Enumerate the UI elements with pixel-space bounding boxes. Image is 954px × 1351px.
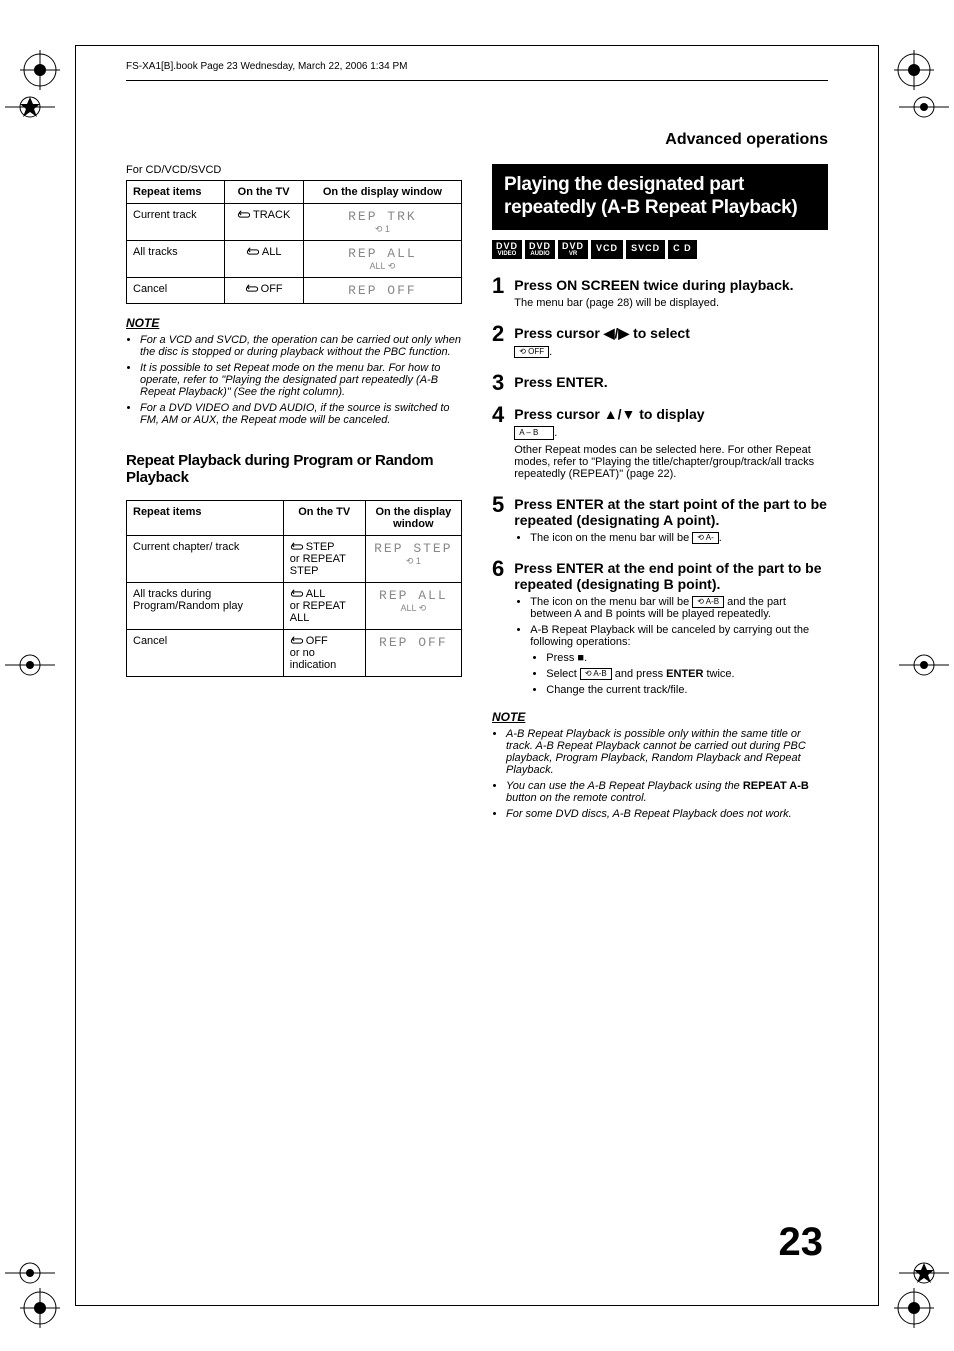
a-pill: ⟲ A- <box>692 532 718 544</box>
section-title: Advanced operations <box>126 131 828 149</box>
columns: For CD/VCD/SVCD Repeat items On the TV O… <box>126 164 828 824</box>
table1: Repeat items On the TV On the display wi… <box>126 180 462 304</box>
step-6-b2-i1: Press ■. <box>546 652 828 664</box>
t2-r2c1: All tracks during Program/Random play <box>127 583 284 630</box>
badge-vcd: VCD <box>591 240 623 259</box>
t1-r3c1: Cancel <box>127 278 225 304</box>
step-4-rect-line: A – B. <box>514 426 828 440</box>
badge-cd: C D <box>668 240 697 259</box>
badge-dvd-vr: DVDVR <box>558 240 588 259</box>
reg-mark-mid-r <box>899 650 949 683</box>
t2-r3c1: Cancel <box>127 630 284 677</box>
step-5-b1: The icon on the menu bar will be ⟲ A-. <box>530 532 828 544</box>
t2-r2c2: ALLor REPEAT ALL <box>283 583 365 630</box>
reg-mark-br <box>899 1258 949 1291</box>
book-header: FS-XA1[B].book Page 23 Wednesday, March … <box>126 61 828 81</box>
reg-mark-right2 <box>899 92 949 125</box>
step-5-title: Press ENTER at the start point of the pa… <box>514 496 828 528</box>
t1-r1c3: REP TRK⟲ 1 <box>303 204 461 241</box>
reg-mark-bl <box>5 1258 55 1291</box>
page-number: 23 <box>779 1220 824 1265</box>
table2: Repeat items On the TV On the display wi… <box>126 500 462 677</box>
step-6: 6 Press ENTER at the end point of the pa… <box>492 558 828 700</box>
format-badges: DVDVIDEO DVDAUDIO DVDVR VCD SVCD C D <box>492 240 828 259</box>
step-6-b2-i2: Select ⟲ A-B and press ENTER twice. <box>546 668 828 680</box>
step-6-bullets: The icon on the menu bar will be ⟲ A-B a… <box>514 596 828 696</box>
reg-mark-br2 <box>894 1288 934 1331</box>
left-column: For CD/VCD/SVCD Repeat items On the TV O… <box>126 164 462 824</box>
t2-r3c3: REP OFF <box>365 630 461 677</box>
t1-r3c2: OFF <box>224 278 303 304</box>
t2-h2: On the TV <box>283 501 365 536</box>
badge-dvd-audio: DVDAUDIO <box>525 240 555 259</box>
step-4: 4 Press cursor ▲/▼ to display A – B. Oth… <box>492 404 828 484</box>
t2-r3c2: OFFor no indication <box>283 630 365 677</box>
t2-r1c3: REP STEP⟲ 1 <box>365 536 461 583</box>
step-4-text: Other Repeat modes can be selected here.… <box>514 444 828 480</box>
t1-h2: On the TV <box>224 181 303 204</box>
t2-r1c2: STEPor REPEAT STEP <box>283 536 365 583</box>
reg-mark-left2 <box>5 92 55 125</box>
reg-mark-left <box>20 50 60 93</box>
step-6-b2-i3: Change the current track/file. <box>546 684 828 696</box>
step-1: 1 Press ON SCREEN twice during playback.… <box>492 275 828 313</box>
page-frame: FS-XA1[B].book Page 23 Wednesday, March … <box>75 45 879 1306</box>
note1-1: For a VCD and SVCD, the operation can be… <box>140 334 462 358</box>
t1-h3: On the display window <box>303 181 461 204</box>
step-1-title: Press ON SCREEN twice during playback. <box>514 277 828 293</box>
note1-3: For a DVD VIDEO and DVD AUDIO, if the so… <box>140 402 462 426</box>
t1-r3c3: REP OFF <box>303 278 461 304</box>
table1-caption: For CD/VCD/SVCD <box>126 164 462 176</box>
t2-r1c1: Current chapter/ track <box>127 536 284 583</box>
step-3-title: Press ENTER. <box>514 374 828 390</box>
ab-pill2: ⟲ A-B <box>580 668 612 680</box>
step-2: 2 Press cursor ◀/▶ to select ⟲ OFF. <box>492 323 828 362</box>
step-num-5: 5 <box>492 494 504 548</box>
black-box-title: Playing the designated part repeatedly (… <box>504 174 816 220</box>
reg-mark-right <box>894 50 934 93</box>
t1-r1c2: TRACK <box>224 204 303 241</box>
t1-r2c3: REP ALLALL ⟲ <box>303 241 461 278</box>
reg-mark-mid-l <box>5 650 55 683</box>
step-6-b2: A-B Repeat Playback will be canceled by … <box>530 624 828 696</box>
step-6-title: Press ENTER at the end point of the part… <box>514 560 828 592</box>
t1-r2c2: ALL <box>224 241 303 278</box>
t2-h1: Repeat items <box>127 501 284 536</box>
reg-mark-bl2 <box>20 1288 60 1331</box>
step-5: 5 Press ENTER at the start point of the … <box>492 494 828 548</box>
ab-pill: ⟲ A-B <box>692 596 724 608</box>
step-num-6: 6 <box>492 558 504 700</box>
note2-1: A-B Repeat Playback is possible only wit… <box>506 728 828 776</box>
step-2-pill-line: ⟲ OFF. <box>514 346 828 358</box>
step-3: 3 Press ENTER. <box>492 372 828 394</box>
step-num-4: 4 <box>492 404 504 484</box>
step-2-title: Press cursor ◀/▶ to select <box>514 325 828 342</box>
t1-r2c1: All tracks <box>127 241 225 278</box>
step-num-1: 1 <box>492 275 504 313</box>
step-4-title: Press cursor ▲/▼ to display <box>514 406 828 422</box>
badge-svcd: SVCD <box>626 240 665 259</box>
step-num-2: 2 <box>492 323 504 362</box>
note2-3: For some DVD discs, A-B Repeat Playback … <box>506 808 828 820</box>
off-pill: ⟲ OFF <box>514 346 549 358</box>
note1-2: It is possible to set Repeat mode on the… <box>140 362 462 398</box>
t2-r2c3: REP ALLALL ⟲ <box>365 583 461 630</box>
subsection-heading: Repeat Playback during Program or Random… <box>126 452 462 486</box>
ab-rect: A – B <box>514 426 554 440</box>
note2-2: You can use the A-B Repeat Playback usin… <box>506 780 828 804</box>
black-box: Playing the designated part repeatedly (… <box>492 164 828 230</box>
t1-r1c1: Current track <box>127 204 225 241</box>
notes-list-2: A-B Repeat Playback is possible only wit… <box>492 728 828 820</box>
notes-list-1: For a VCD and SVCD, the operation can be… <box>126 334 462 426</box>
step-5-bullets: The icon on the menu bar will be ⟲ A-. <box>514 532 828 544</box>
t1-h1: Repeat items <box>127 181 225 204</box>
note-heading-1: NOTE <box>126 316 462 330</box>
t2-h3: On the display window <box>365 501 461 536</box>
step-num-3: 3 <box>492 372 504 394</box>
badge-dvd-video: DVDVIDEO <box>492 240 522 259</box>
right-column: Playing the designated part repeatedly (… <box>492 164 828 824</box>
step-6-b1: The icon on the menu bar will be ⟲ A-B a… <box>530 596 828 620</box>
note-heading-2: NOTE <box>492 710 828 724</box>
step-1-text: The menu bar (page 28) will be displayed… <box>514 297 828 309</box>
